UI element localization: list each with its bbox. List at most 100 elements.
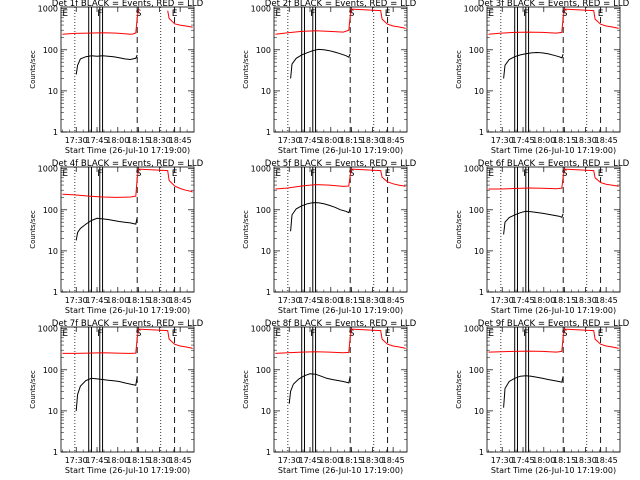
panel-title: Det 9f BLACK = Events, RED = LLD: [478, 319, 630, 329]
y-tick-label: 10: [261, 87, 271, 96]
x-tick-label: 18:00: [106, 296, 129, 305]
x-axis-label: Start Time (26-Jul-10 17:19:00): [65, 306, 190, 315]
x-tick-label: 18:00: [106, 136, 129, 145]
y-tick-label: 10: [474, 87, 484, 96]
y-tick-label: 1: [479, 128, 484, 137]
panel-det-1: Det 1f BLACK = Events, RED = LLD 1 10 100 10…: [29, 0, 204, 155]
y-axis-label: Counts/sec: [29, 210, 37, 249]
marker-letter: E: [488, 9, 494, 19]
x-tick-label: 17:30: [65, 136, 88, 145]
plot-frame: [273, 6, 408, 133]
x-tick-label: 17:45: [511, 136, 534, 145]
panel-title: Det 8f BLACK = Events, RED = LLD: [265, 319, 417, 329]
marker-letter: S: [136, 329, 142, 339]
series-line-events: [288, 373, 351, 404]
marker-letter: F: [97, 329, 102, 339]
y-axis-label: Counts/sec: [29, 50, 37, 89]
x-tick-label: 18:15: [127, 456, 150, 465]
series-line-events: [75, 217, 138, 241]
marker-letter: E: [598, 9, 604, 19]
y-tick-label: 100: [469, 46, 484, 55]
marker-letter: E: [62, 9, 68, 19]
x-tick-label: 18:30: [574, 136, 597, 145]
y-axis-label: Counts/sec: [242, 370, 250, 409]
panel-title: Det 4f BLACK = Events, RED = LLD: [52, 159, 204, 169]
x-tick-label: 17:45: [511, 456, 534, 465]
y-axis-label: Counts/sec: [242, 210, 250, 249]
x-tick-label: 17:30: [65, 296, 88, 305]
y-tick-label: 10: [48, 407, 58, 416]
panel-title: Det 2f BLACK = Events, RED = LLD: [265, 0, 417, 9]
y-tick-label: 1: [266, 448, 271, 457]
panel-det-6: Det 6f BLACK = Events, RED = LLD 1 10 100 10…: [455, 159, 630, 315]
panel-title: Det 7f BLACK = Events, RED = LLD: [52, 319, 204, 329]
marker-letter: E: [385, 169, 391, 179]
x-tick-label: 17:30: [491, 456, 514, 465]
x-axis-label: Start Time (26-Jul-10 17:19:00): [278, 146, 403, 155]
marker-letter: E: [172, 169, 178, 179]
y-tick-label: 1000: [251, 165, 271, 174]
x-tick-label: 17:30: [278, 296, 301, 305]
panel-title: Det 5f BLACK = Events, RED = LLD: [265, 159, 417, 169]
y-tick-label: 1: [266, 128, 271, 137]
plot-frame: [486, 6, 621, 133]
marker-letter: S: [562, 9, 568, 19]
x-tick-label: 17:30: [278, 136, 301, 145]
x-tick-label: 18:15: [340, 296, 363, 305]
y-tick-label: 1000: [38, 5, 58, 14]
x-tick-label: 18:00: [319, 136, 342, 145]
y-tick-label: 1: [479, 288, 484, 297]
y-tick-label: 1: [53, 128, 58, 137]
x-tick-label: 17:45: [85, 136, 108, 145]
marker-letter: F: [310, 169, 315, 179]
y-tick-label: 1000: [251, 5, 271, 14]
marker-letter: E: [385, 9, 391, 19]
x-tick-label: 17:45: [511, 296, 534, 305]
x-tick-label: 18:00: [319, 296, 342, 305]
series-line-lld: [62, 9, 193, 35]
y-axis-label: Counts/sec: [242, 50, 250, 89]
y-tick-label: 1: [53, 288, 58, 297]
x-tick-label: 18:45: [595, 456, 618, 465]
panel-det-5: Det 5f BLACK = Events, RED = LLD 1 10 100 10…: [242, 159, 417, 315]
panel-title: Det 6f BLACK = Events, RED = LLD: [478, 159, 630, 169]
marker-letter: E: [62, 329, 68, 339]
x-tick-label: 18:45: [595, 136, 618, 145]
marker-letter: F: [523, 9, 528, 19]
x-tick-label: 18:30: [148, 296, 171, 305]
x-tick-label: 18:30: [574, 296, 597, 305]
marker-letter: F: [310, 9, 315, 19]
series-line-lld: [488, 328, 619, 353]
x-axis-label: Start Time (26-Jul-10 17:19:00): [278, 306, 403, 315]
x-tick-label: 17:30: [491, 136, 514, 145]
x-tick-label: 17:45: [85, 456, 108, 465]
x-tick-label: 17:45: [85, 296, 108, 305]
x-tick-label: 18:30: [148, 136, 171, 145]
x-axis-label: Start Time (26-Jul-10 17:19:00): [491, 306, 616, 315]
series-line-events: [503, 51, 564, 79]
x-axis-label: Start Time (26-Jul-10 17:19:00): [491, 146, 616, 155]
y-tick-label: 1000: [251, 325, 271, 334]
x-tick-label: 18:30: [361, 456, 384, 465]
x-tick-label: 18:15: [127, 296, 150, 305]
series-line-events: [290, 202, 351, 232]
y-tick-label: 10: [261, 407, 271, 416]
marker-letter: E: [488, 329, 494, 339]
marker-letter: E: [598, 169, 604, 179]
panel-det-9: Det 9f BLACK = Events, RED = LLD 1 10 100 10…: [455, 319, 630, 475]
x-tick-label: 18:15: [340, 136, 363, 145]
marker-letter: S: [349, 169, 355, 179]
plot-frame: [486, 166, 621, 293]
x-tick-label: 18:30: [148, 456, 171, 465]
y-tick-label: 1000: [464, 5, 484, 14]
x-tick-label: 18:45: [169, 456, 192, 465]
y-tick-label: 1000: [464, 165, 484, 174]
series-line-events: [75, 376, 138, 411]
y-tick-label: 10: [261, 247, 271, 256]
y-tick-label: 1: [266, 288, 271, 297]
marker-letter: S: [349, 9, 355, 19]
y-tick-label: 100: [469, 206, 484, 215]
marker-letter: E: [385, 329, 391, 339]
y-tick-label: 10: [474, 247, 484, 256]
marker-letter: F: [310, 329, 315, 339]
